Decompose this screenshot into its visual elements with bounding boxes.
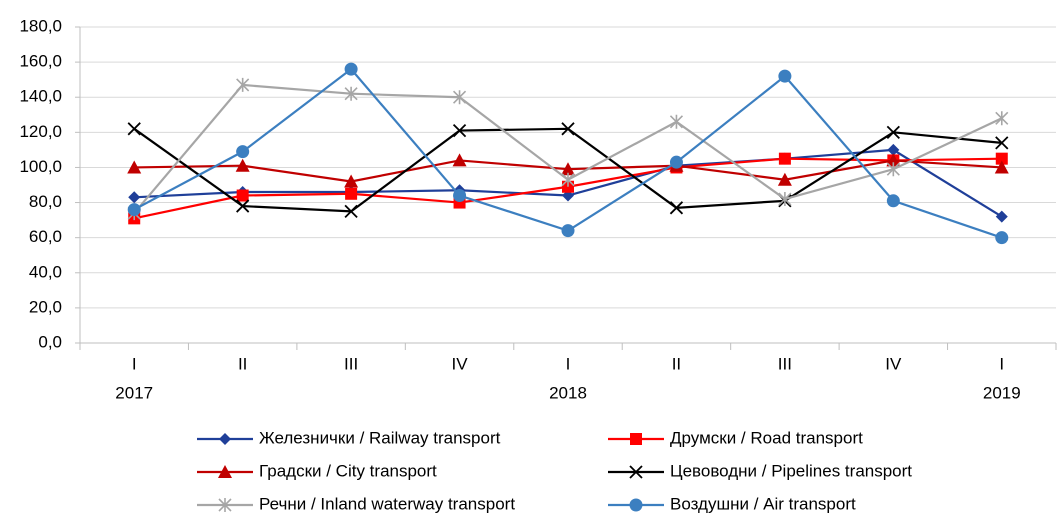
series [127,62,1009,245]
marker [995,210,1008,223]
marker [887,143,900,156]
y-tick-label: 120,0 [19,122,62,141]
legend-label: Воздушни / Air transport [670,494,856,513]
marker [886,125,900,139]
legend-label: Железнички / Railway transport [259,428,501,447]
marker [561,162,575,176]
y-tick-label: 180,0 [19,16,62,35]
x-tick-label: I [999,354,1004,373]
marker [886,153,901,167]
marker [669,114,684,129]
legend-label: Речни / Inland waterway transport [259,494,515,513]
y-tick-label: 20,0 [29,297,62,316]
marker [886,162,900,177]
series [127,77,1009,221]
marker [345,187,358,200]
marker [995,136,1009,150]
y-tick-label: 80,0 [29,192,62,211]
marker [452,123,467,138]
legend-label: Друмски / Road transport [670,428,863,447]
year-label: 2018 [549,383,587,402]
legend-label: Цевоводни / Pipelines transport [670,461,912,480]
marker [127,203,141,217]
x-tick-label: IV [885,354,902,373]
legend: Железнички / Railway transport Друмски / … [197,428,912,513]
marker [344,62,358,76]
marker [236,189,249,202]
x-tick-label: I [566,354,571,373]
marker [561,224,575,238]
x-tick-label: II [238,354,247,373]
x-tick-label: II [672,354,681,373]
marker [453,189,467,203]
year-label: 2017 [115,383,153,402]
x-tick-label: III [778,354,792,373]
marker [995,111,1009,126]
marker [669,201,684,215]
x-tick-label: IV [452,354,469,373]
legend-label: Градски / City transport [259,461,437,480]
marker [219,433,231,445]
marker [561,172,575,187]
y-tick-label: 100,0 [19,157,62,176]
marker [236,199,250,213]
marker [236,77,250,92]
marker [669,155,683,169]
marker [344,86,358,101]
marker [629,465,643,479]
marker [218,465,232,478]
marker [778,69,792,83]
marker [452,153,467,167]
marker [127,160,142,174]
x-tick-label: III [344,354,358,373]
marker [218,498,232,512]
series-line [133,67,1003,239]
marker [777,172,792,186]
marker [630,433,642,445]
marker [994,160,1009,174]
year-label: 2019 [983,383,1021,402]
marker [629,498,643,512]
marker [452,90,467,105]
marker [995,231,1009,245]
marker [778,152,791,165]
marker [128,191,141,204]
x-tick-label: I [132,354,137,373]
marker [886,194,900,208]
marker [995,152,1008,165]
y-tick-label: 60,0 [29,227,62,246]
y-tick-label: 140,0 [19,87,62,106]
marker [127,122,141,136]
y-tick-label: 40,0 [29,262,62,281]
marker [344,204,358,218]
marker [344,174,359,188]
marker [561,122,575,136]
marker [236,145,250,159]
y-tick-label: 160,0 [19,52,62,71]
marker [778,192,792,207]
y-tick-label: 0,0 [38,332,62,351]
marker [235,158,250,172]
